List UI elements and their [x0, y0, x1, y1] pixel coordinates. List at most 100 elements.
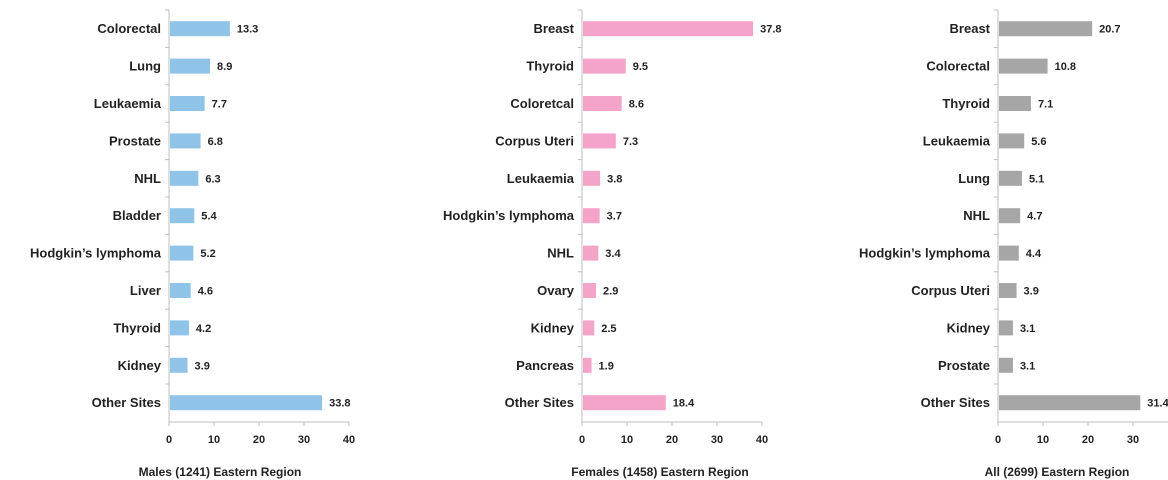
- bar: [583, 96, 622, 111]
- data-label: 3.8: [607, 173, 622, 185]
- category-label: Lung: [129, 59, 161, 74]
- bar: [170, 170, 199, 186]
- category-label: Thyroid: [113, 320, 161, 335]
- x-tick-label: 10: [208, 434, 220, 446]
- bar: [583, 58, 626, 74]
- x-tick-label: 10: [621, 434, 633, 446]
- data-label: 6.8: [208, 136, 223, 148]
- data-label: 4.6: [198, 286, 213, 298]
- category-label: Kidney: [118, 358, 162, 373]
- data-label: 4.2: [196, 323, 211, 335]
- bar: [999, 395, 1141, 411]
- data-label: 3.1: [1020, 323, 1035, 335]
- category-label: Colorectal: [926, 59, 990, 74]
- x-tick-label: 0: [579, 434, 585, 446]
- data-label: 13.3: [237, 24, 258, 36]
- category-label: Thyroid: [526, 59, 574, 74]
- x-tick-label: 20: [1082, 434, 1094, 446]
- category-label: Colorectal: [97, 21, 161, 36]
- data-label: 9.5: [633, 61, 648, 73]
- data-label: 8.6: [629, 99, 644, 111]
- data-label: 2.5: [601, 323, 616, 335]
- category-label: Leukaemia: [507, 171, 575, 186]
- category-label: Hodgkin’s lymphoma: [859, 246, 991, 261]
- x-tick-label: 20: [253, 434, 265, 446]
- category-label: Breast: [534, 21, 575, 36]
- data-label: 18.4: [673, 398, 695, 410]
- bar: [583, 133, 616, 149]
- category-label: Liver: [130, 283, 161, 298]
- data-label: 31.4: [1147, 398, 1168, 410]
- data-label: 20.7: [1099, 24, 1120, 36]
- category-label: Other Sites: [92, 395, 161, 410]
- data-label: 3.1: [1020, 360, 1035, 372]
- bar: [170, 21, 230, 37]
- data-label: 37.8: [760, 24, 781, 36]
- x-tick-label: 40: [343, 434, 355, 446]
- x-tick-label: 0: [166, 434, 172, 446]
- category-label: Hodgkin’s lymphoma: [443, 208, 575, 223]
- bar: [583, 283, 597, 298]
- category-label: Other Sites: [505, 395, 574, 410]
- category-label: Corpus Uteri: [495, 133, 574, 148]
- data-label: 3.9: [195, 360, 210, 372]
- x-tick-label: 10: [1037, 434, 1049, 446]
- data-label: 33.8: [329, 398, 350, 410]
- category-label: Ovary: [537, 283, 575, 298]
- data-label: 2.9: [603, 286, 618, 298]
- data-label: 4.4: [1026, 248, 1042, 260]
- category-label: NHL: [547, 246, 574, 261]
- bar: [583, 208, 600, 224]
- category-label: Pancreas: [516, 358, 574, 373]
- x-axis-title: Males (1241) Eastern Region: [139, 465, 302, 479]
- bar: [999, 245, 1019, 261]
- bar: [583, 21, 754, 37]
- data-label: 5.2: [200, 248, 215, 260]
- category-label: NHL: [963, 208, 990, 223]
- data-label: 7.7: [212, 99, 227, 111]
- data-label: 5.4: [201, 211, 217, 223]
- bar: [170, 357, 188, 373]
- bar: [170, 395, 323, 411]
- category-label: Kidney: [531, 320, 575, 335]
- bar: [999, 283, 1017, 298]
- bar: [170, 320, 189, 336]
- category-label: Other Sites: [921, 395, 990, 410]
- data-label: 6.3: [205, 173, 220, 185]
- data-label: 5.1: [1029, 173, 1044, 185]
- bar: [583, 395, 666, 411]
- bar: [999, 357, 1013, 373]
- category-label: Hodgkin’s lymphoma: [30, 246, 162, 261]
- category-label: Leukaemia: [94, 96, 162, 111]
- category-label: Breast: [950, 21, 991, 36]
- category-label: Kidney: [947, 320, 991, 335]
- category-label: NHL: [134, 171, 161, 186]
- data-label: 3.4: [605, 248, 621, 260]
- category-label: Prostate: [938, 358, 990, 373]
- bar: [170, 245, 194, 261]
- bar: [583, 320, 595, 336]
- x-tick-label: 40: [756, 434, 768, 446]
- category-label: Prostate: [109, 133, 161, 148]
- category-label: Leukaemia: [923, 133, 991, 148]
- data-label: 5.6: [1031, 136, 1046, 148]
- bar: [170, 58, 211, 74]
- x-tick-label: 0: [995, 434, 1001, 446]
- bar: [999, 96, 1031, 111]
- bar: [999, 170, 1022, 186]
- x-axis-title: Females (1458) Eastern Region: [571, 465, 748, 479]
- x-tick-label: 30: [298, 434, 310, 446]
- category-label: Lung: [958, 171, 990, 186]
- bar: [999, 133, 1025, 149]
- category-label: Thyroid: [942, 96, 990, 111]
- bar: [583, 245, 599, 261]
- category-label: Corpus Uteri: [911, 283, 990, 298]
- x-tick-label: 20: [666, 434, 678, 446]
- bar: [999, 320, 1013, 336]
- data-label: 3.9: [1024, 286, 1039, 298]
- bar: [999, 208, 1021, 224]
- x-tick-label: 30: [711, 434, 723, 446]
- x-axis-title: All (2699) Eastern Region: [985, 465, 1130, 479]
- data-label: 7.1: [1038, 99, 1053, 111]
